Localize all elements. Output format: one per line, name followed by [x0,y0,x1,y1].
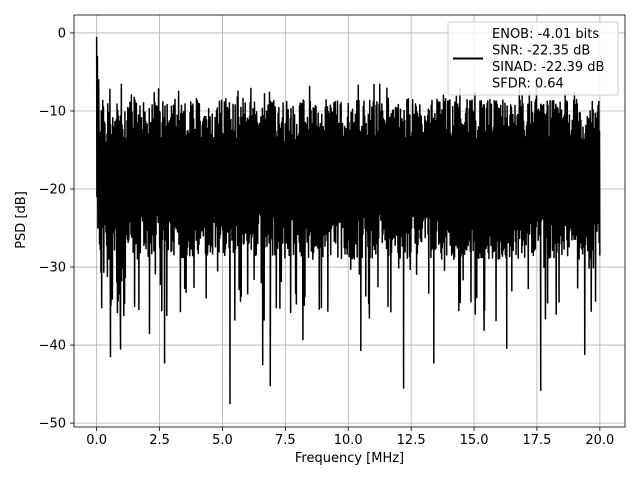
x-tick-label: 0.0 [86,433,107,448]
y-tick-label: −50 [39,417,66,432]
y-tick-label: −30 [39,261,66,276]
x-tick-label: 17.5 [522,433,551,448]
x-tick-label: 10.0 [334,433,363,448]
y-tick-label: −40 [39,339,66,354]
psd-series-line [95,36,601,405]
x-tick-label: 5.0 [212,433,233,448]
plot-area [95,36,601,405]
axes [73,14,626,428]
legend: ENOB: -4.01 bits SNR: -22.35 dB SINAD: -… [447,21,619,96]
x-axis-title: Frequency [MHz] [295,451,404,466]
x-tick-label: 2.5 [149,433,170,448]
legend-snr: SNR: -22.35 dB [492,44,590,59]
x-tick-label: 7.5 [275,433,296,448]
y-axis-title: PSD [dB] [14,191,29,249]
axes-frame [73,14,626,428]
x-tick-label: 15.0 [460,433,489,448]
x-tick-label: 20.0 [585,433,614,448]
legend-sfdr: SFDR: 0.64 [492,77,564,92]
x-tick-label: 12.5 [397,433,426,448]
y-tick-label: 0 [58,26,66,41]
ticks: 0.0 2.5 5.0 7.5 10.0 12.5 15.0 17.5 20.0 0 −10 −20 −… [39,26,615,448]
legend-sinad: SINAD: -22.39 dB [492,60,604,75]
y-tick-label: −20 [39,183,66,198]
legend-enob: ENOB: -4.01 bits [492,27,599,42]
legend-frame [447,21,619,96]
y-tick-label: −10 [39,104,66,119]
